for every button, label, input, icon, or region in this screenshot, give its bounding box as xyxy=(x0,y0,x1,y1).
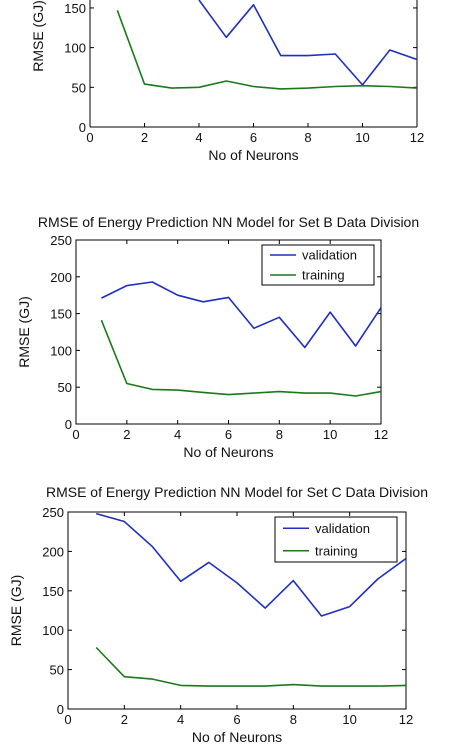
chart1-y-axis-label: RMSE (GJ) xyxy=(30,0,46,72)
chart1-x-tick-label: 12 xyxy=(410,130,424,145)
chart2-x-tick-label: 10 xyxy=(323,427,337,442)
chart1-y-tick-label: 100 xyxy=(64,41,86,56)
chart3-x-tick-label: 0 xyxy=(64,712,71,727)
chart2-y-tick-label: 250 xyxy=(50,233,72,248)
chart3-validation-line xyxy=(95,512,406,617)
chart2-validation-line xyxy=(101,281,381,349)
chart3-x-tick-label: 4 xyxy=(177,712,184,727)
chart2-title: RMSE of Energy Prediction NN Model for S… xyxy=(38,214,419,230)
chart2-y-tick-label: 50 xyxy=(58,380,72,395)
chart2-x-tick-label: 6 xyxy=(225,427,232,442)
chart2-y-tick-label: 100 xyxy=(50,343,72,358)
chart3-title: RMSE of Energy Prediction NN Model for S… xyxy=(46,484,428,500)
chart3-y-tick-label: 200 xyxy=(42,544,64,559)
chart2-legend-label-training: training xyxy=(302,268,345,283)
chart2-x-tick-label: 4 xyxy=(174,427,181,442)
chart2-x-tick-label: 8 xyxy=(276,427,283,442)
chart2-x-axis-label: No of Neurons xyxy=(183,444,273,460)
chart1-x-tick-label: 0 xyxy=(86,130,93,145)
chart3-y-tick-label: 250 xyxy=(42,505,64,520)
chart3-x-tick-label: 6 xyxy=(233,712,240,727)
chart3-x-tick-label: 2 xyxy=(121,712,128,727)
chart2-y-axis-label: RMSE (GJ) xyxy=(16,296,32,368)
chart-panel-1: 0 2 4 6 8 10 12 0 50 100 150 No of Neurons RMSE (GJ) xyxy=(30,0,424,163)
chart1-x-tick-label: 8 xyxy=(304,130,311,145)
chart1-y-tick-label: 50 xyxy=(72,80,86,95)
chart3-y-tick-label: 50 xyxy=(50,663,64,678)
chart3-x-tick-label: 8 xyxy=(290,712,297,727)
chart2-x-tick-label: 0 xyxy=(72,427,79,442)
chart1-x-tick-label: 4 xyxy=(195,130,202,145)
chart1-x-tick-label: 2 xyxy=(141,130,148,145)
chart1-series-2-line xyxy=(116,10,417,90)
chart-panel-2: RMSE of Energy Prediction NN Model for S… xyxy=(16,214,419,460)
chart1-y-tick-label: 150 xyxy=(64,1,86,16)
chart2-legend-label-validation: validation xyxy=(302,248,357,263)
chart3-legend: validation training xyxy=(274,516,398,563)
chart2-y-tick-label: 200 xyxy=(50,270,72,285)
chart3-x-axis-label: No of Neurons xyxy=(192,729,282,745)
chart1-x-axis-label: No of Neurons xyxy=(208,147,298,163)
chart1-x-tick-label: 6 xyxy=(250,130,257,145)
chart-panel-3: RMSE of Energy Prediction NN Model for S… xyxy=(8,484,428,745)
chart1-series-1-line xyxy=(198,0,417,86)
chart3-legend-label-validation: validation xyxy=(315,521,370,536)
chart3-y-tick-label: 100 xyxy=(42,623,64,638)
chart2-legend-box xyxy=(261,244,375,286)
chart3-training-line xyxy=(95,646,406,687)
chart2-training-line xyxy=(100,319,381,397)
chart2-y-tick-label: 0 xyxy=(65,417,72,432)
chart2-y-tick-label: 150 xyxy=(50,307,72,322)
chart3-y-tick-label: 150 xyxy=(42,584,64,599)
chart2-x-tick-label: 12 xyxy=(374,427,388,442)
chart1-x-tick-label: 10 xyxy=(355,130,369,145)
chart3-y-axis-label: RMSE (GJ) xyxy=(8,575,24,647)
chart1-y-tick-label: 0 xyxy=(79,120,86,135)
chart3-y-tick-label: 0 xyxy=(57,702,64,717)
chart3-x-tick-label: 10 xyxy=(342,712,356,727)
chart2-legend: validation training xyxy=(261,244,375,286)
chart3-x-tick-label: 12 xyxy=(399,712,413,727)
chart3-legend-box xyxy=(274,516,398,563)
chart2-x-tick-label: 2 xyxy=(123,427,130,442)
chart3-legend-label-training: training xyxy=(315,543,358,558)
